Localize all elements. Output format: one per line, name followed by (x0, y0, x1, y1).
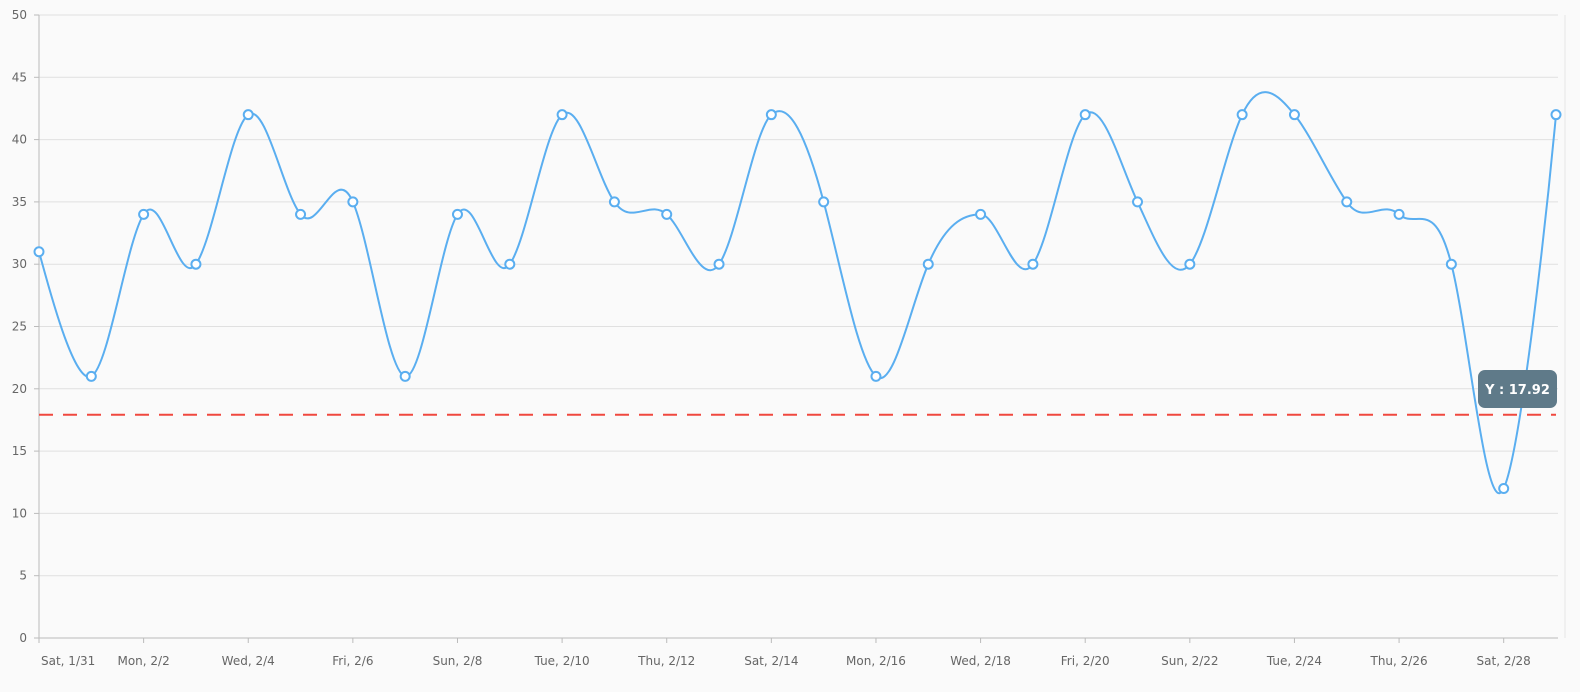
threshold-tooltip-label: Y : 17.92 (1484, 383, 1550, 398)
x-tick-label: Tue, 2/24 (1266, 654, 1322, 668)
threshold-tooltip (1478, 370, 1557, 408)
x-tick-label: Sun, 2/8 (433, 654, 483, 668)
data-point (1393, 208, 1405, 220)
x-tick-label: Mon, 2/2 (117, 654, 169, 668)
data-point (661, 208, 673, 220)
data-point (765, 109, 777, 121)
x-tick-label: Tue, 2/10 (534, 654, 590, 668)
x-tick-label: Sat, 2/14 (744, 654, 798, 668)
x-tick-label: Sat, 2/28 (1477, 654, 1531, 668)
data-point (1132, 196, 1144, 208)
data-point (242, 109, 254, 121)
data-point (1550, 109, 1562, 121)
y-tick-label: 20 (12, 382, 27, 396)
x-tick-label: Wed, 2/4 (222, 654, 275, 668)
data-point (504, 258, 516, 270)
data-point (556, 109, 568, 121)
data-point (85, 370, 97, 382)
data-point (399, 370, 411, 382)
y-tick-label: 25 (12, 320, 27, 334)
data-point (608, 196, 620, 208)
data-point (975, 208, 987, 220)
y-tick-label: 30 (12, 257, 27, 271)
data-point (713, 258, 725, 270)
x-tick-label: Thu, 2/12 (637, 654, 695, 668)
data-point (922, 258, 934, 270)
data-point (1498, 482, 1510, 494)
x-tick-label: Mon, 2/16 (846, 654, 906, 668)
data-point (451, 208, 463, 220)
data-point (1184, 258, 1196, 270)
y-tick-label: 35 (12, 195, 27, 209)
data-point (347, 196, 359, 208)
data-point (1236, 109, 1248, 121)
x-tick-label: Fri, 2/6 (332, 654, 373, 668)
y-tick-label: 5 (19, 569, 27, 583)
data-point (138, 208, 150, 220)
data-point (870, 370, 882, 382)
y-tick-label: 45 (12, 70, 27, 84)
x-tick-label: Sun, 2/22 (1161, 654, 1218, 668)
y-tick-label: 40 (12, 133, 27, 147)
data-point (1027, 258, 1039, 270)
data-point (33, 246, 45, 258)
y-tick-label: 0 (19, 631, 27, 645)
data-point (818, 196, 830, 208)
data-point (1341, 196, 1353, 208)
x-tick-label: Sat, 1/31 (41, 654, 95, 668)
x-tick-label: Fri, 2/20 (1061, 654, 1110, 668)
data-point (1288, 109, 1300, 121)
data-point (190, 258, 202, 270)
x-tick-label: Wed, 2/18 (950, 654, 1011, 668)
data-point (1445, 258, 1457, 270)
y-tick-label: 10 (12, 506, 27, 520)
y-tick-label: 50 (12, 8, 27, 22)
x-tick-label: Thu, 2/26 (1370, 654, 1428, 668)
series-line (38, 91, 1557, 494)
data-point (1079, 109, 1091, 121)
data-point (295, 208, 307, 220)
y-tick-label: 15 (12, 444, 27, 458)
